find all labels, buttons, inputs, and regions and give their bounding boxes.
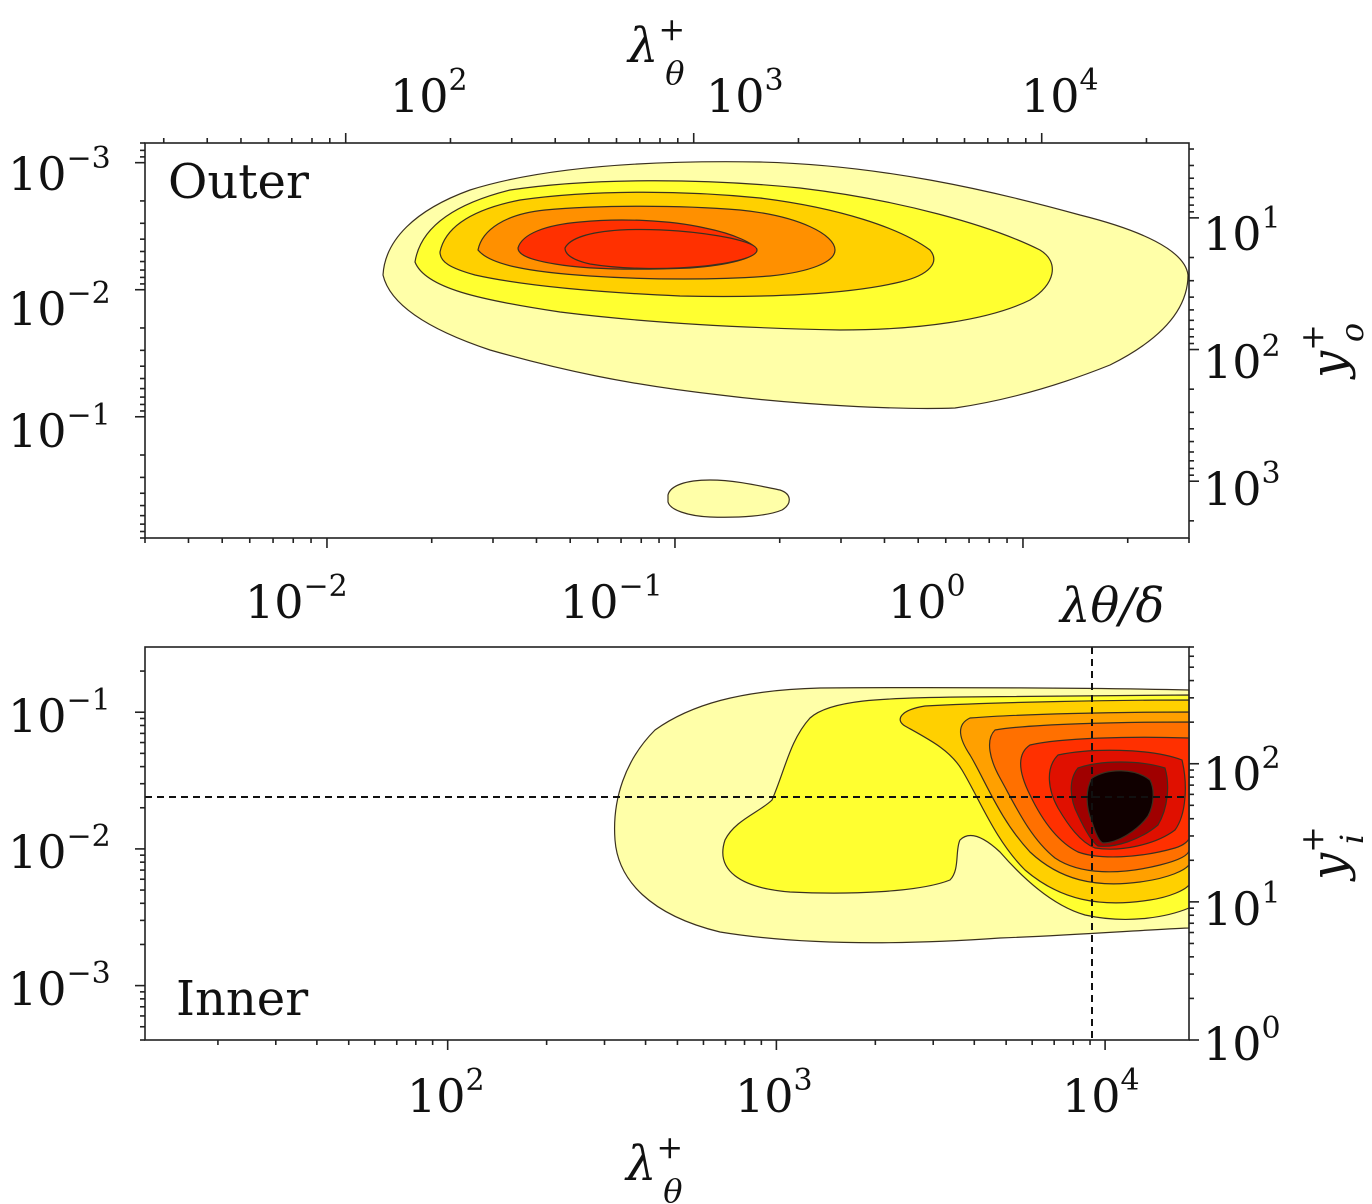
inner-bottom-tick-label: 104 [1062, 1063, 1140, 1123]
outer-left-tick-label: 10−1 [8, 398, 111, 458]
outer-bottom-axis-title: λθ/δ [1058, 578, 1164, 634]
inner-left-tick-label: 10−3 [8, 956, 111, 1016]
inner-left-tick-label: 10−2 [8, 819, 111, 879]
outer-left-tick-label: 10−2 [8, 276, 111, 336]
inner-plot-frame [144, 646, 1190, 1041]
inner-bottom-axis-title: λ+ θ [624, 1128, 683, 1204]
outer-panel-label: Outer [168, 154, 309, 210]
outer-bottom-tick-label: 10−2 [245, 569, 348, 629]
inner-ticks [135, 646, 1199, 1050]
outer-right-tick-label: 103 [1203, 456, 1281, 516]
outer-top-axis-title: λ+ θ [626, 10, 685, 92]
outer-bottom-tick-label: 10−1 [560, 569, 663, 629]
outer-right-tick-label: 102 [1203, 329, 1281, 389]
inner-panel: Inner 102 103 104 λ+ θ 10−1 10−2 10−3 102… [8, 646, 1371, 1204]
outer-ticks [135, 133, 1199, 548]
inner-bottom-tick-label: 103 [735, 1063, 813, 1123]
inner-right-tick-label: 102 [1203, 741, 1281, 801]
outer-right-axis-title: y+o [1293, 323, 1371, 380]
inner-bottom-tick-label: 102 [407, 1063, 485, 1123]
outer-left-tick-label: 10−3 [8, 141, 111, 201]
inner-right-axis-title: y+i [1293, 826, 1371, 882]
inner-panel-label: Inner [176, 971, 308, 1027]
outer-panel: Outer 102 103 104 λ+ θ 10−2 10−1 100 λθ/δ… [8, 10, 1371, 634]
inner-left-tick-label: 10−1 [8, 683, 111, 743]
inner-right-tick-label: 101 [1203, 876, 1281, 936]
outer-right-tick-label: 101 [1203, 201, 1281, 261]
outer-top-tick-label: 102 [390, 63, 468, 123]
inner-contour-level-9 [1086, 770, 1154, 844]
inner-right-tick-label: 100 [1203, 1011, 1281, 1071]
outer-bottom-tick-label: 100 [888, 569, 966, 629]
outer-top-tick-label: 103 [706, 63, 784, 123]
outer-top-tick-label: 104 [1021, 63, 1099, 123]
outer-contour-island [667, 479, 790, 518]
outer-plot-frame [144, 142, 1190, 539]
outer-contour-level-6 [564, 228, 758, 270]
